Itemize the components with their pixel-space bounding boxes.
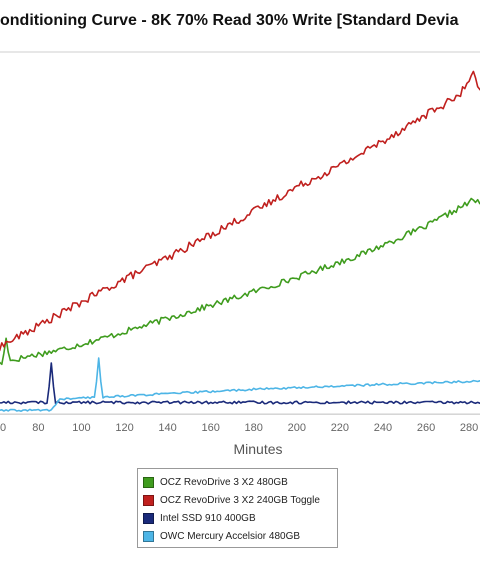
legend-item-intel-910: Intel SSD 910 400GB bbox=[143, 509, 331, 527]
legend-item-owc-accelsior: OWC Mercury Accelsior 480GB bbox=[143, 527, 331, 545]
legend-item-revodrive-480: OCZ RevoDrive 3 X2 480GB bbox=[143, 473, 331, 491]
x-tick-label: 120 bbox=[115, 422, 133, 434]
series-line-owc-mercury-accelsior-480gb bbox=[0, 357, 480, 412]
x-tick-label: 100 bbox=[72, 422, 90, 434]
x-tick-label: 80 bbox=[32, 422, 44, 434]
legend-item-revodrive-240: OCZ RevoDrive 3 X2 240GB Toggle bbox=[143, 491, 331, 509]
x-tick-label: 180 bbox=[245, 422, 263, 434]
plot-frame bbox=[0, 51, 480, 415]
chart-series-layer bbox=[0, 70, 480, 412]
legend-label-intel-910: Intel SSD 910 400GB bbox=[160, 512, 256, 524]
x-tick-labels: 0 80 100 120 140 160 180 200 220 240 260 280 bbox=[0, 422, 478, 434]
x-tick-label: 0 bbox=[0, 422, 6, 434]
series-line-ocz-revodrive-3-x2-240gb-toggle bbox=[0, 70, 480, 352]
legend-swatch-owc-accelsior bbox=[143, 530, 154, 542]
series-line-ocz-revodrive-3-x2-480gb bbox=[0, 197, 480, 366]
x-tick-label: 240 bbox=[374, 422, 392, 434]
series-line-intel-ssd-910-400gb bbox=[0, 362, 480, 405]
legend-label-owc-accelsior: OWC Mercury Accelsior 480GB bbox=[160, 530, 301, 542]
x-tick-label: 140 bbox=[158, 422, 176, 434]
x-tick-label: 220 bbox=[331, 422, 349, 434]
x-tick-label: 160 bbox=[201, 422, 219, 434]
x-axis-label: Minutes bbox=[233, 441, 282, 457]
legend-swatch-revodrive-240 bbox=[143, 494, 154, 506]
legend-label-revodrive-240: OCZ RevoDrive 3 X2 240GB Toggle bbox=[160, 494, 320, 506]
chart-axes bbox=[0, 51, 480, 415]
legend-label-revodrive-480: OCZ RevoDrive 3 X2 480GB bbox=[160, 476, 288, 488]
chart-title: onditioning Curve - 8K 70% Read 30% Writ… bbox=[0, 12, 459, 29]
chart-legend: OCZ RevoDrive 3 X2 480GB OCZ RevoDrive 3… bbox=[137, 468, 338, 548]
legend-swatch-revodrive-480 bbox=[143, 476, 154, 488]
legend-swatch-intel-910 bbox=[143, 512, 154, 524]
x-tick-label: 200 bbox=[288, 422, 306, 434]
x-tick-label: 280 bbox=[460, 422, 478, 434]
chart-plot-area: 0 80 100 120 140 160 180 200 220 240 260 280 Minute… bbox=[0, 51, 480, 457]
x-tick-label: 260 bbox=[417, 422, 435, 434]
